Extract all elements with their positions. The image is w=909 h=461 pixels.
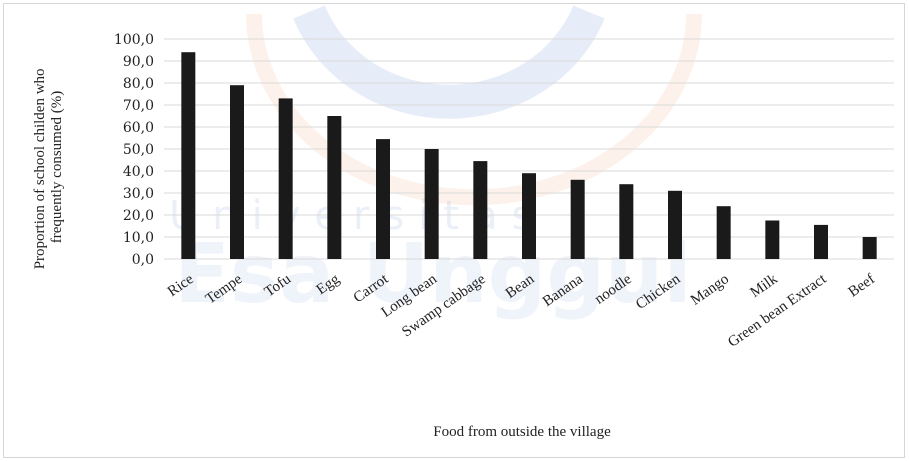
watermark-arc-blue	[293, 5, 605, 119]
bar	[278, 98, 293, 260]
y-tick-label: 20,0	[123, 208, 154, 224]
bar-chart: Universitas Esa Unggul 0,010,020,030,040…	[32, 5, 894, 440]
y-axis-title-line2: frequently consumed (%)	[49, 91, 65, 243]
x-tick-label: Milk	[748, 271, 781, 301]
bar	[716, 206, 731, 259]
y-tick-labels: 0,0 10,0 20,0 30,0 40,0 50,0 60,0 70,0 80,0 90,0 1…	[114, 32, 154, 268]
bars	[181, 52, 877, 260]
bar	[473, 161, 488, 259]
bar	[862, 237, 877, 259]
bar	[424, 149, 439, 259]
x-tick-label: Mango	[688, 271, 732, 308]
bar	[619, 184, 634, 259]
chart-frame: Universitas Esa Unggul 0,0 10,0 20,0 30,0 40…	[3, 3, 905, 458]
y-tick-label: 60,0	[123, 120, 154, 136]
y-tick-label: 0,0	[132, 252, 154, 268]
bar	[327, 116, 342, 259]
bar	[570, 179, 585, 259]
bar	[814, 224, 828, 259]
y-tick-label: 30,0	[123, 186, 154, 202]
y-tick-label: 50,0	[123, 142, 154, 158]
bar	[230, 85, 244, 259]
y-tick-label: 80,0	[123, 76, 154, 92]
bar	[765, 220, 780, 259]
bar	[668, 190, 682, 259]
y-tick-label: 70,0	[123, 98, 154, 114]
y-tick-label: 100,0	[114, 32, 154, 48]
bar	[522, 173, 536, 259]
bar	[376, 139, 390, 259]
y-axis-title-line1: Proportion of school childen who	[32, 68, 48, 269]
watermark-line1: Universitas	[169, 193, 546, 239]
x-axis-title: Food from outside the village	[433, 424, 611, 440]
x-tick-label: Beef	[846, 271, 878, 300]
y-tick-label: 10,0	[123, 230, 154, 246]
y-tick-label: 90,0	[123, 54, 154, 70]
y-axis-title: Proportion of school childen who frequen…	[32, 65, 65, 270]
y-tick-label: 40,0	[123, 164, 154, 180]
bar	[181, 52, 196, 260]
